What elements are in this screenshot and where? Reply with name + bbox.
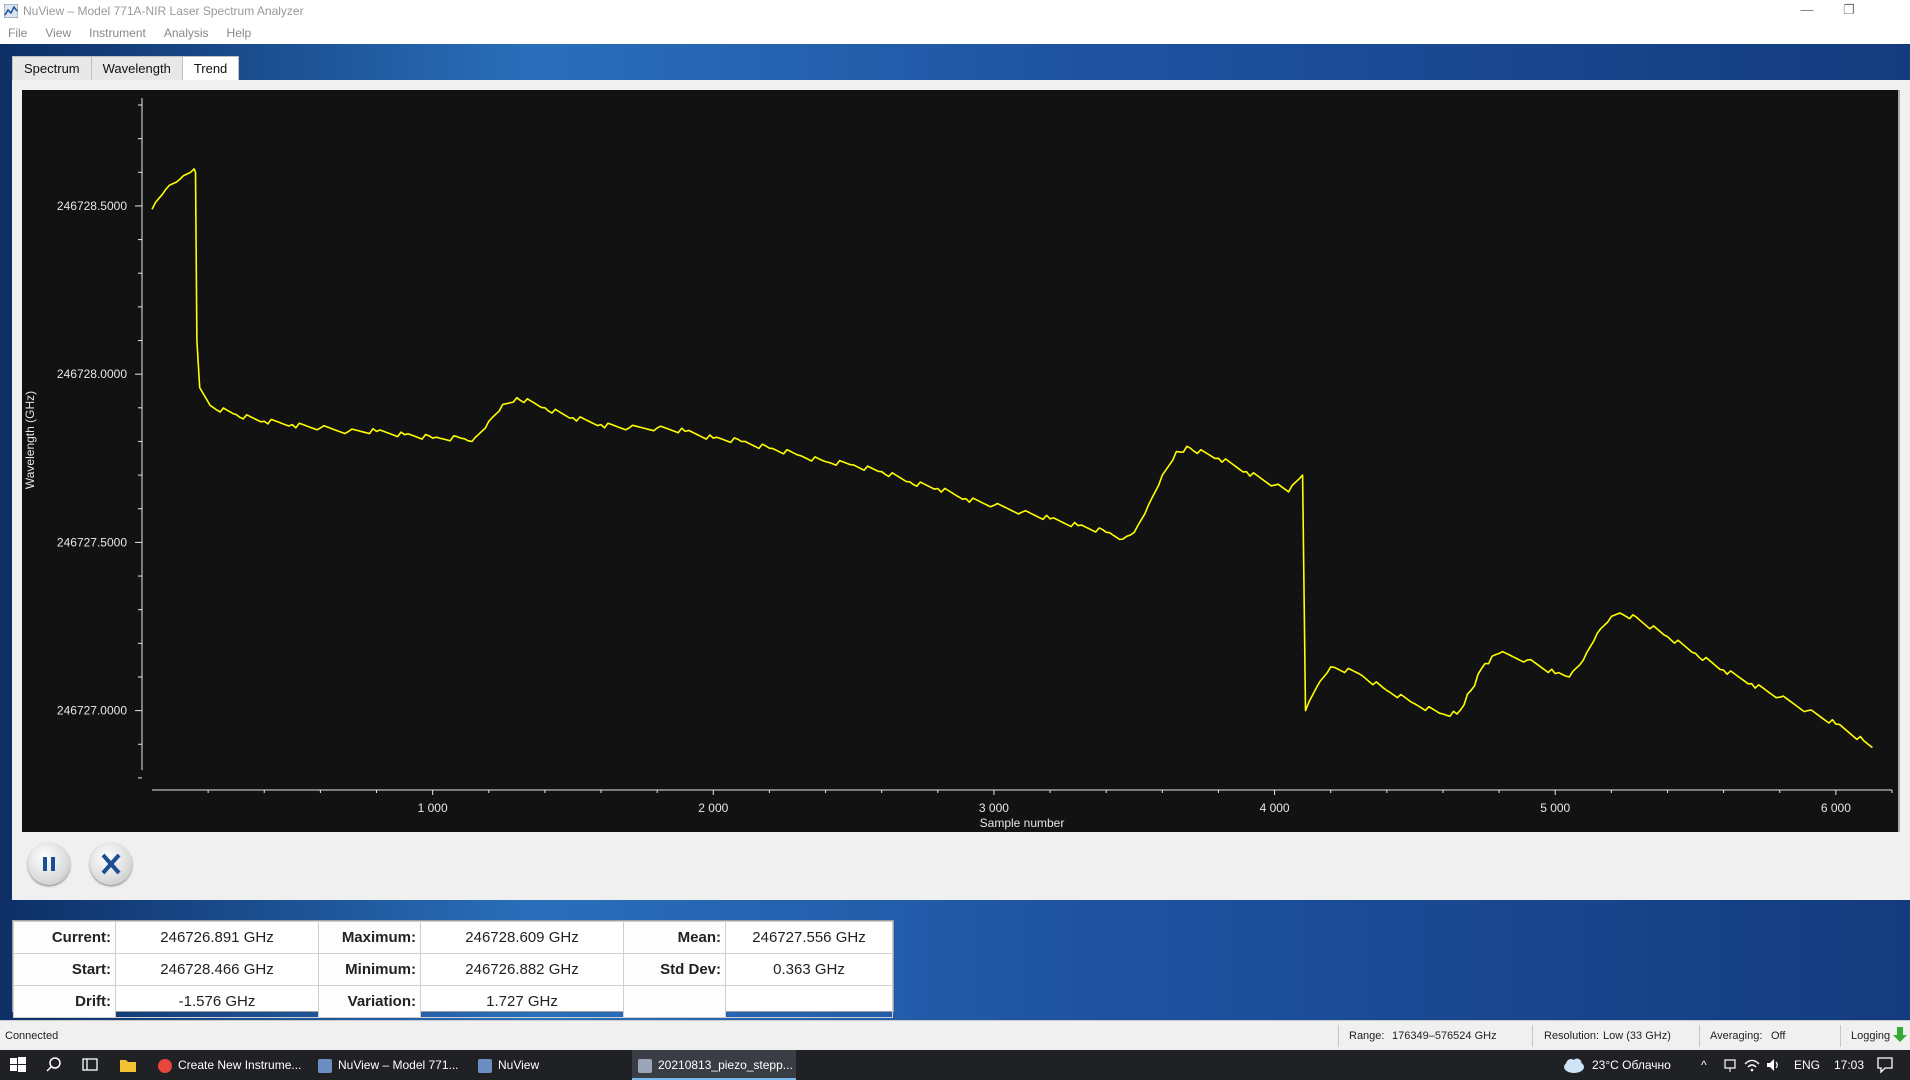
wavelength-series-line: [151, 168, 1873, 749]
taskbar-app-nuview[interactable]: NuView: [472, 1050, 628, 1080]
search-icon[interactable]: [44, 1055, 64, 1075]
taskbar: Create New Instrume... NuView – Model 77…: [0, 1050, 1910, 1080]
y-tick-label: 246728.0000: [57, 367, 127, 381]
y-axis-label: Wavelength (GHz): [23, 391, 37, 489]
x-axis-label: Sample number: [980, 816, 1065, 830]
averaging-label: Averaging:: [1710, 1030, 1763, 1042]
x-tick-label: 5 000: [1540, 801, 1570, 815]
minimize-button[interactable]: —: [1800, 2, 1814, 17]
stop-button[interactable]: [90, 843, 132, 885]
averaging-value: Off: [1771, 1030, 1786, 1042]
empty-label: [623, 985, 726, 1018]
menu-bar: File View Instrument Analysis Help: [0, 22, 1910, 44]
menu-instrument[interactable]: Instrument: [89, 26, 146, 40]
nuview-icon: [318, 1058, 332, 1073]
range-value: 176349–576524 GHz: [1392, 1030, 1497, 1042]
taskbar-app-document[interactable]: 20210813_piezo_stepp...: [632, 1050, 796, 1080]
stats-row: Drift: -1.576 GHz Variation: 1.727 GHz: [13, 985, 893, 1018]
y-tick-label: 246727.5000: [57, 535, 127, 549]
x-tick-label: 6 000: [1821, 801, 1851, 815]
pause-button[interactable]: [28, 843, 70, 885]
tab-spectrum[interactable]: Spectrum: [12, 56, 92, 80]
pause-icon: [43, 857, 55, 871]
minimum-value: 246726.882 GHz: [420, 953, 624, 986]
volume-icon[interactable]: [1765, 1055, 1781, 1075]
windows-start-icon[interactable]: [8, 1055, 28, 1075]
status-divider: [1840, 1025, 1841, 1047]
status-divider: [1532, 1025, 1533, 1047]
drift-value: -1.576 GHz: [115, 985, 319, 1018]
maximum-value: 246728.609 GHz: [420, 921, 624, 954]
view-tabs: Spectrum Wavelength Trend: [12, 56, 240, 80]
std-dev-value: 0.363 GHz: [725, 953, 893, 986]
taskbar-app-label: Create New Instrume...: [178, 1058, 302, 1072]
menu-analysis[interactable]: Analysis: [163, 26, 209, 40]
current-value: 246726.891 GHz: [115, 921, 319, 954]
logging-label[interactable]: Logging: [1851, 1030, 1891, 1042]
variation-label: Variation:: [318, 985, 421, 1018]
download-arrow-icon: [1893, 1027, 1907, 1042]
variation-value: 1.727 GHz: [420, 985, 624, 1018]
resolution-value: Low (33 GHz): [1603, 1030, 1671, 1042]
minimum-label: Minimum:: [318, 953, 421, 986]
x-tick-label: 4 000: [1260, 801, 1290, 815]
clock[interactable]: 17:03: [1834, 1058, 1865, 1072]
tab-trend[interactable]: Trend: [181, 56, 240, 80]
x-tick-label: 1 000: [418, 801, 448, 815]
task-view-icon[interactable]: [80, 1055, 100, 1075]
taskbar-app-nuview-model[interactable]: NuView – Model 771...: [312, 1050, 468, 1080]
menu-file[interactable]: File: [8, 26, 28, 40]
stats-row: Current: 246726.891 GHz Maximum: 246728.…: [13, 921, 893, 954]
menu-help[interactable]: Help: [226, 26, 252, 40]
statistics-table: Current: 246726.891 GHz Maximum: 246728.…: [12, 920, 894, 1018]
status-divider: [1338, 1025, 1339, 1047]
taskbar-app-label: 20210813_piezo_stepp...: [658, 1058, 793, 1072]
mean-value: 246727.556 GHz: [725, 921, 893, 954]
restore-button[interactable]: ❐: [1843, 2, 1855, 17]
taskbar-app-label: NuView – Model 771...: [338, 1058, 459, 1072]
status-divider: [1699, 1025, 1700, 1047]
file-explorer-icon[interactable]: [118, 1055, 138, 1075]
start-label: Start:: [13, 953, 116, 986]
tab-wavelength[interactable]: Wavelength: [90, 56, 183, 80]
y-tick-label: 246728.5000: [57, 199, 127, 213]
maximum-label: Maximum:: [318, 921, 421, 954]
trend-plot[interactable]: 1 000 2 000 3 000 4 000 5 000 6 000 246727.000…: [22, 90, 1898, 832]
resolution-label: Resolution:: [1544, 1030, 1600, 1042]
y-tick-label: 246727.0000: [57, 704, 127, 718]
weather-text[interactable]: 23°C Облачно: [1592, 1058, 1671, 1072]
wifi-icon[interactable]: [1744, 1055, 1760, 1075]
range-label: Range:: [1349, 1030, 1385, 1042]
start-value: 246728.466 GHz: [115, 953, 319, 986]
x-tick-label: 3 000: [979, 801, 1009, 815]
window-title: NuView – Model 771A-NIR Laser Spectrum A…: [23, 4, 304, 18]
chrome-icon: [158, 1058, 172, 1073]
tray-overflow-icon[interactable]: ^: [1701, 1058, 1707, 1072]
menu-view[interactable]: View: [45, 26, 72, 40]
document-icon: [638, 1058, 652, 1073]
taskbar-app-chrome[interactable]: Create New Instrume...: [152, 1050, 308, 1080]
drift-label: Drift:: [13, 985, 116, 1018]
language-indicator[interactable]: ENG: [1794, 1058, 1821, 1072]
mean-label: Mean:: [623, 921, 726, 954]
std-dev-label: Std Dev:: [623, 953, 726, 986]
app-logo-icon: [4, 4, 18, 18]
trend-chart: 1 000 2 000 3 000 4 000 5 000 6 000 246727.000…: [23, 98, 1893, 830]
stats-row: Start: 246728.466 GHz Minimum: 246726.88…: [13, 953, 893, 986]
x-tick-label: 2 000: [698, 801, 728, 815]
nuview-icon: [478, 1058, 492, 1073]
empty-value: [725, 985, 893, 1018]
title-bar: NuView – Model 771A-NIR Laser Spectrum A…: [0, 0, 1910, 22]
taskbar-app-label: NuView: [498, 1058, 540, 1072]
current-label: Current:: [13, 921, 116, 954]
notifications-icon[interactable]: [1876, 1055, 1894, 1075]
network-icon[interactable]: [1723, 1055, 1739, 1075]
status-bar: Connected Range: 176349–576524 GHz Resol…: [0, 1020, 1910, 1051]
close-x-icon: [101, 853, 121, 875]
weather-cloud-icon: [1564, 1058, 1584, 1073]
connection-status: Connected: [5, 1030, 59, 1042]
